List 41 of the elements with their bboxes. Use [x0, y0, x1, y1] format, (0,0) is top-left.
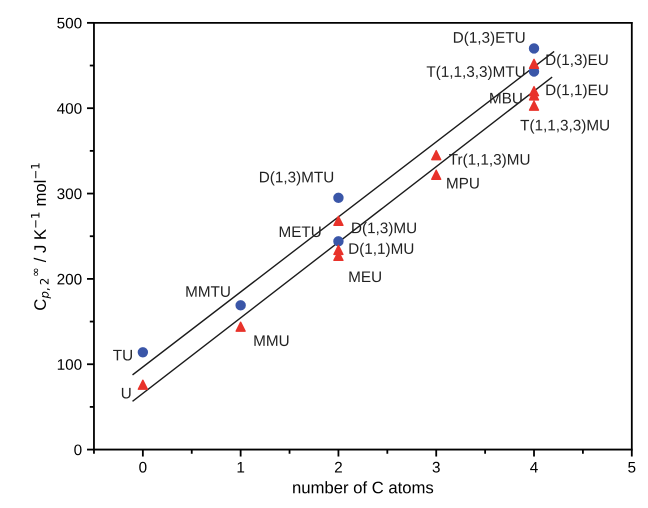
annotation: MMU	[254, 335, 288, 346]
point	[235, 300, 246, 311]
x-axis-title: number of C atoms	[293, 481, 434, 494]
annotation: T(1,1,3,3)MU	[520, 119, 609, 134]
annotation: Tr(1,1,3)MU	[449, 154, 530, 168]
x-tick-label: 0	[139, 462, 147, 473]
annotation: U	[122, 388, 131, 399]
y-tick-label: 300	[57, 188, 82, 200]
annotation: TU	[113, 350, 132, 361]
annotation: D(1,3)ETU	[454, 32, 524, 46]
annotation: MPU	[447, 178, 479, 189]
annotation: D(1,1)MU	[349, 242, 414, 257]
point	[333, 192, 344, 204]
annotation: D(1,3)MU	[352, 222, 416, 236]
x-tick-label: 1	[238, 462, 244, 472]
point	[528, 100, 540, 111]
point	[431, 150, 442, 160]
annotation: MMTU	[186, 286, 230, 297]
y-tick-label: 100	[58, 359, 82, 370]
point	[528, 43, 540, 54]
x-tick-label: 4	[530, 462, 538, 472]
y-tick-label: 500	[57, 18, 82, 29]
x-tick-label: 2	[334, 462, 342, 472]
point	[431, 170, 442, 180]
annotation: T(1,1,3,3)MTU	[426, 66, 525, 80]
point	[235, 321, 246, 332]
x-tick-label: 3	[432, 462, 440, 473]
y-tick-label: 0	[74, 444, 82, 456]
annotation: D(1,3)MTU	[260, 171, 334, 186]
point	[333, 236, 344, 247]
point	[333, 216, 344, 226]
point	[138, 380, 148, 390]
x-tick-label: 5	[628, 462, 636, 473]
y-tick-label: 400	[57, 103, 82, 114]
point	[138, 347, 148, 358]
annotation: D(1,3)EU	[546, 54, 608, 68]
y-axis-title: C$_{p,2}$$^{∞}$ / J K$^{−1}$ mol$^{−1}$	[30, 163, 51, 310]
annotation: D(1,1)EU	[546, 84, 608, 98]
point	[528, 58, 540, 70]
y-tick-label: 200	[57, 274, 82, 285]
annotation: MEU	[349, 272, 381, 282]
